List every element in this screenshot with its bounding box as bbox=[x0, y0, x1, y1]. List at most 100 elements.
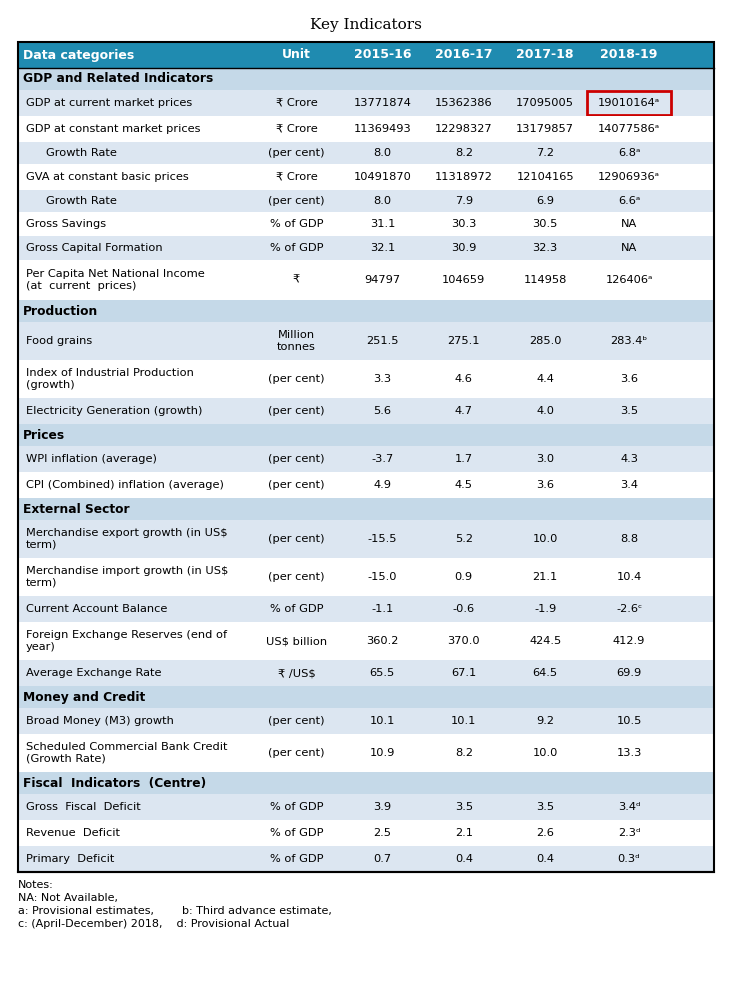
Text: % of GDP: % of GDP bbox=[269, 243, 323, 253]
Text: 64.5: 64.5 bbox=[533, 668, 558, 678]
Text: 2.5: 2.5 bbox=[373, 828, 392, 838]
Text: 12906936ᵃ: 12906936ᵃ bbox=[598, 172, 660, 182]
Text: 283.4ᵇ: 283.4ᵇ bbox=[610, 336, 648, 346]
Text: 30.3: 30.3 bbox=[451, 219, 477, 229]
Text: 9.2: 9.2 bbox=[537, 716, 554, 726]
Text: 12298327: 12298327 bbox=[435, 124, 493, 134]
Text: Money and Credit: Money and Credit bbox=[23, 691, 145, 704]
Text: GDP at current market prices: GDP at current market prices bbox=[26, 98, 193, 108]
Text: ₹ /US$: ₹ /US$ bbox=[277, 668, 315, 678]
Text: 19010164ᵃ: 19010164ᵃ bbox=[598, 98, 660, 108]
Text: 104659: 104659 bbox=[442, 275, 485, 285]
Text: 94797: 94797 bbox=[365, 275, 400, 285]
Text: 4.5: 4.5 bbox=[455, 480, 473, 490]
Text: 0.7: 0.7 bbox=[373, 854, 392, 864]
Text: GDP and Related Indicators: GDP and Related Indicators bbox=[23, 73, 213, 86]
Text: Food grains: Food grains bbox=[26, 336, 92, 346]
Text: 0.4: 0.4 bbox=[537, 854, 554, 864]
Bar bbox=[18, 520, 714, 558]
Text: ₹ Crore: ₹ Crore bbox=[275, 124, 317, 134]
Bar bbox=[18, 190, 714, 212]
Bar bbox=[18, 708, 714, 734]
Text: 3.5: 3.5 bbox=[536, 802, 554, 812]
Text: Notes:: Notes: bbox=[18, 880, 53, 890]
Text: Fiscal  Indicators  (Centre): Fiscal Indicators (Centre) bbox=[23, 777, 206, 790]
Text: 7.9: 7.9 bbox=[455, 196, 473, 206]
Text: 0.9: 0.9 bbox=[455, 572, 473, 582]
Text: c: (April-December) 2018,    d: Provisional Actual: c: (April-December) 2018, d: Provisional… bbox=[18, 919, 289, 929]
Bar bbox=[18, 794, 714, 820]
Text: 4.0: 4.0 bbox=[537, 406, 554, 416]
Text: 8.0: 8.0 bbox=[373, 196, 392, 206]
Text: 6.6ᵃ: 6.6ᵃ bbox=[618, 196, 640, 206]
Text: 2018-19: 2018-19 bbox=[600, 49, 658, 62]
Bar bbox=[18, 116, 714, 142]
Text: 424.5: 424.5 bbox=[529, 636, 561, 646]
Bar bbox=[587, 91, 671, 115]
Text: -15.5: -15.5 bbox=[367, 534, 397, 544]
Bar bbox=[18, 660, 714, 686]
Text: % of GDP: % of GDP bbox=[269, 219, 323, 229]
Bar bbox=[18, 596, 714, 622]
Text: ₹ Crore: ₹ Crore bbox=[275, 172, 317, 182]
Text: NA: NA bbox=[621, 219, 638, 229]
Text: 10.0: 10.0 bbox=[533, 748, 558, 758]
Text: -15.0: -15.0 bbox=[367, 572, 397, 582]
Text: CPI (Combined) inflation (average): CPI (Combined) inflation (average) bbox=[26, 480, 224, 490]
Text: % of GDP: % of GDP bbox=[269, 828, 323, 838]
Text: 3.4: 3.4 bbox=[620, 480, 638, 490]
Text: GVA at constant basic prices: GVA at constant basic prices bbox=[26, 172, 189, 182]
Text: 2016-17: 2016-17 bbox=[435, 49, 493, 62]
Text: % of GDP: % of GDP bbox=[269, 802, 323, 812]
Text: 2.1: 2.1 bbox=[455, 828, 473, 838]
Bar bbox=[18, 498, 714, 520]
Text: 0.4: 0.4 bbox=[455, 854, 473, 864]
Bar bbox=[18, 300, 714, 322]
Text: (per cent): (per cent) bbox=[268, 534, 325, 544]
Bar bbox=[18, 622, 714, 660]
Text: 8.2: 8.2 bbox=[455, 148, 473, 158]
Bar bbox=[18, 446, 714, 472]
Text: 8.0: 8.0 bbox=[373, 148, 392, 158]
Text: Scheduled Commercial Bank Credit
(Growth Rate): Scheduled Commercial Bank Credit (Growth… bbox=[26, 742, 228, 764]
Bar bbox=[18, 322, 714, 360]
Text: 4.6: 4.6 bbox=[455, 374, 473, 384]
Text: 10.9: 10.9 bbox=[370, 748, 395, 758]
Text: 5.6: 5.6 bbox=[373, 406, 392, 416]
Text: 7.2: 7.2 bbox=[537, 148, 554, 158]
Text: -2.6ᶜ: -2.6ᶜ bbox=[616, 604, 642, 614]
Text: Merchandise import growth (in US$
term): Merchandise import growth (in US$ term) bbox=[26, 566, 228, 588]
Text: 4.4: 4.4 bbox=[537, 374, 554, 384]
Text: US$ billion: US$ billion bbox=[266, 636, 327, 646]
Bar bbox=[18, 360, 714, 398]
Text: Average Exchange Rate: Average Exchange Rate bbox=[26, 668, 162, 678]
Text: Gross Capital Formation: Gross Capital Formation bbox=[26, 243, 163, 253]
Text: Current Account Balance: Current Account Balance bbox=[26, 604, 168, 614]
Text: 32.1: 32.1 bbox=[370, 243, 395, 253]
Text: 0.3ᵈ: 0.3ᵈ bbox=[618, 854, 640, 864]
Bar bbox=[18, 164, 714, 190]
Text: 3.9: 3.9 bbox=[373, 802, 392, 812]
Text: Index of Industrial Production
(growth): Index of Industrial Production (growth) bbox=[26, 368, 194, 390]
Text: (per cent): (per cent) bbox=[268, 148, 325, 158]
Text: 275.1: 275.1 bbox=[447, 336, 480, 346]
Text: 3.5: 3.5 bbox=[455, 802, 473, 812]
Text: 2015-16: 2015-16 bbox=[354, 49, 411, 62]
Text: Data categories: Data categories bbox=[23, 49, 134, 62]
Bar bbox=[18, 846, 714, 872]
Text: 15362386: 15362386 bbox=[435, 98, 493, 108]
Text: 6.8ᵃ: 6.8ᵃ bbox=[618, 148, 640, 158]
Bar bbox=[18, 558, 714, 596]
Text: 10.4: 10.4 bbox=[616, 572, 642, 582]
Text: Unit: Unit bbox=[282, 49, 311, 62]
Text: 3.4ᵈ: 3.4ᵈ bbox=[618, 802, 640, 812]
Text: 412.9: 412.9 bbox=[613, 636, 646, 646]
Text: 17095005: 17095005 bbox=[516, 98, 574, 108]
Text: 114958: 114958 bbox=[523, 275, 567, 285]
Text: Per Capita Net National Income
(at  current  prices): Per Capita Net National Income (at curre… bbox=[26, 269, 205, 291]
Text: (per cent): (per cent) bbox=[268, 572, 325, 582]
Bar bbox=[18, 424, 714, 446]
Text: 13.3: 13.3 bbox=[616, 748, 642, 758]
Bar bbox=[18, 472, 714, 498]
Text: 10.1: 10.1 bbox=[370, 716, 395, 726]
